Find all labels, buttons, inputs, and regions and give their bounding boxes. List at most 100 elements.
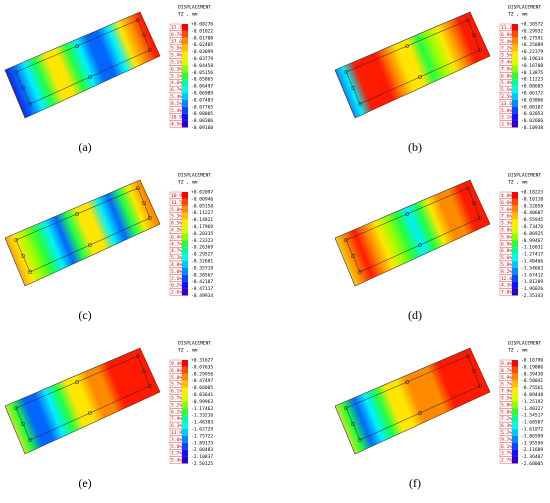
legend-percent: 5.4% xyxy=(501,59,512,65)
bolt-hole xyxy=(147,47,153,53)
legend-percent: 6.8% xyxy=(501,32,512,38)
legend-color xyxy=(512,198,518,206)
legend-percent: 5.2% xyxy=(171,402,182,408)
bolt-hole xyxy=(27,437,33,443)
legend-color xyxy=(182,449,188,457)
legend-percent: 5.3% xyxy=(171,214,182,220)
legend-value: -0.86925 xyxy=(521,231,543,237)
legend-color xyxy=(182,415,188,423)
legend-unit: TZ , mm xyxy=(508,180,528,186)
panel-label: (b) xyxy=(408,140,422,154)
legend-percent: 11.2% xyxy=(501,25,515,31)
legend-percent: 7.9% xyxy=(501,66,512,72)
legend-value: -1.75722 xyxy=(191,433,213,439)
bolt-hole xyxy=(465,353,471,359)
legend-value: -0.47117 xyxy=(191,286,213,292)
legend-percent: 7.2% xyxy=(501,46,512,52)
legend-value: -0.29527 xyxy=(191,252,213,258)
legend-percent: 6.7% xyxy=(171,87,182,93)
legend-value: -0.23323 xyxy=(191,238,213,244)
legend-value: -0.00946 xyxy=(191,196,213,202)
legend-value: -0.47497 xyxy=(191,378,213,384)
legend-color xyxy=(512,79,518,87)
legend-color xyxy=(512,254,518,261)
legend-color xyxy=(512,442,518,450)
legend-color xyxy=(182,387,188,395)
legend-color xyxy=(512,281,518,289)
legend-percent: 7.9% xyxy=(501,389,512,395)
legend-percent: 6.1% xyxy=(501,444,512,450)
legend-title: DISPLACEMENT xyxy=(178,341,211,347)
legend-percent: 5.8% xyxy=(501,402,512,408)
legend-value: +0.02097 xyxy=(191,190,213,196)
legend-color xyxy=(512,93,518,100)
legend-percent: 7.2% xyxy=(501,416,512,422)
legend-color xyxy=(512,24,518,31)
legend-percent: 1.7% xyxy=(171,451,182,457)
plate xyxy=(4,179,161,287)
panel-label: (e) xyxy=(78,476,91,490)
bolt-hole xyxy=(74,211,80,217)
plate xyxy=(334,11,491,119)
bolt-hole xyxy=(13,405,19,411)
legend-color xyxy=(182,58,188,66)
legend-percent: 5.6% xyxy=(501,234,512,240)
legend-color xyxy=(512,261,518,268)
legend-percent: 6.6% xyxy=(501,200,512,206)
legend-value: -1.48303 xyxy=(191,420,213,426)
legend-percent: 4.8% xyxy=(501,193,512,199)
bolt-line xyxy=(345,355,481,441)
legend-value: -2.10837 xyxy=(191,454,213,460)
legend-percent: 5.5% xyxy=(501,395,512,401)
bolt-hole xyxy=(20,85,26,91)
legend-value: +0.31627 xyxy=(191,358,213,364)
legend-value: +0.13875 xyxy=(521,70,543,76)
legend-percent: 5.2% xyxy=(501,430,512,436)
legend-value: -1.89175 xyxy=(191,440,213,446)
legend-color xyxy=(512,267,518,275)
bolt-hole xyxy=(20,421,26,427)
legend-color xyxy=(512,65,518,73)
legend-percent: 5.7% xyxy=(171,395,182,401)
legend-color xyxy=(512,113,518,121)
legend-percent: 5.8% xyxy=(171,375,182,381)
legend-percent: 6.2% xyxy=(171,409,182,415)
legend-title: DISPLACEMENT xyxy=(508,341,541,347)
legend-color xyxy=(182,380,188,388)
bolt-hole xyxy=(20,253,26,259)
legend-color xyxy=(182,240,188,248)
legend-unit: TZ , mm xyxy=(508,348,528,354)
legend-value: -0.39430 xyxy=(521,371,543,377)
legend-value: -0.99467 xyxy=(521,238,543,244)
legend-percent: 8.5% xyxy=(171,221,182,227)
legend-percent: 7.6% xyxy=(171,276,182,282)
legend-value: +0.29932 xyxy=(521,28,543,34)
bolt-hole xyxy=(417,242,423,248)
legend-color xyxy=(182,233,188,241)
legend-value: -0.07765 xyxy=(191,104,213,110)
legend-color xyxy=(512,106,518,114)
bolt-hole xyxy=(141,200,147,206)
legend-color xyxy=(182,205,188,213)
legend-color xyxy=(512,37,518,45)
legend-percent: 5.4% xyxy=(171,458,182,464)
legend-percent: 5.2% xyxy=(171,255,182,261)
bolt-hole xyxy=(417,74,423,80)
plate xyxy=(334,347,491,455)
legend-percent: 6.1% xyxy=(171,389,182,395)
legend-value: -0.49934 xyxy=(191,293,213,299)
legend-value: -1.86599 xyxy=(521,433,543,439)
legend-color xyxy=(512,449,518,457)
legend-percent: 5.4% xyxy=(501,39,512,45)
legend-color xyxy=(182,212,188,220)
legend-value: -1.54663 xyxy=(521,265,543,271)
bolt-hole xyxy=(471,200,477,206)
bolt-hole xyxy=(477,383,483,389)
bolt-line xyxy=(15,187,151,273)
legend-percent: 3.1% xyxy=(501,115,512,121)
legend-percent: 6.0% xyxy=(501,73,512,79)
panel-label: (f) xyxy=(409,476,421,490)
plate xyxy=(4,347,161,455)
